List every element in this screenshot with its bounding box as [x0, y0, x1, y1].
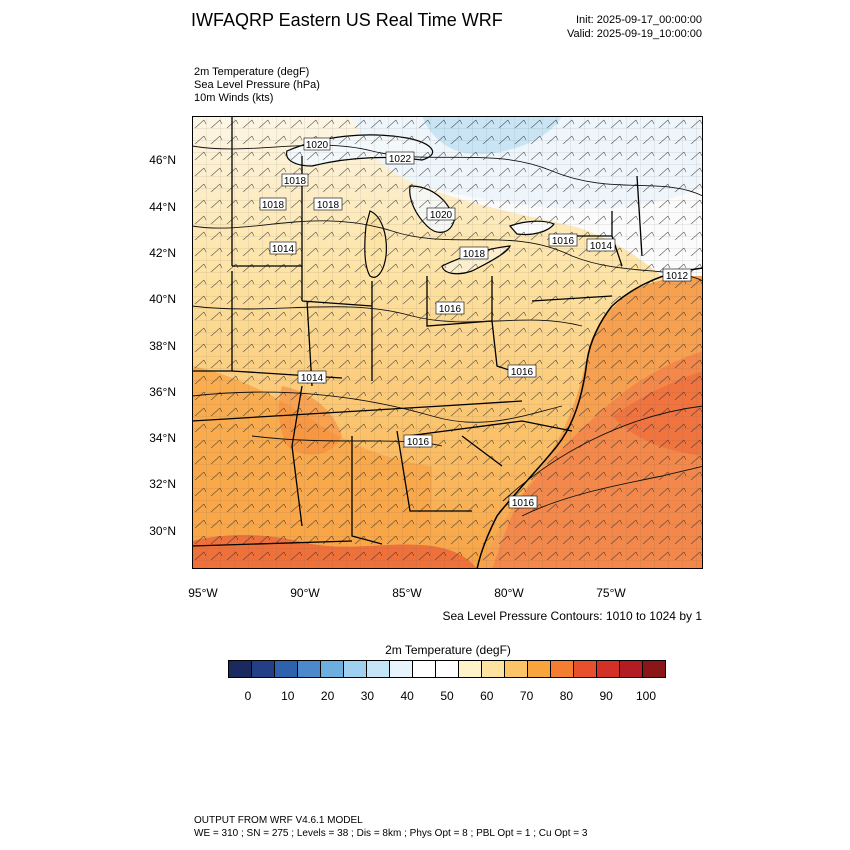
svg-text:1016: 1016 [552, 236, 575, 247]
colorbar-tick-label: 70 [519, 689, 534, 703]
colorbar-swatch [574, 661, 597, 677]
weather-map: 1020 1022 1018 1018 1018 1020 1014 1018 … [192, 116, 703, 569]
svg-text:1018: 1018 [284, 176, 307, 187]
pressure-label: 1020 [303, 137, 331, 151]
lat-label: 42°N [149, 246, 176, 260]
lat-label: 46°N [149, 153, 176, 167]
colorbar-title: 2m Temperature (degF) [385, 643, 511, 657]
svg-text:1014: 1014 [590, 241, 613, 252]
colorbar-tick-label: 40 [400, 689, 414, 703]
field-label-winds: 10m Winds (kts) [194, 92, 274, 104]
colorbar-swatch [643, 661, 665, 677]
svg-text:1016: 1016 [511, 367, 534, 378]
svg-text:1022: 1022 [389, 154, 412, 165]
svg-text:1020: 1020 [430, 210, 453, 221]
lat-label: 44°N [149, 200, 176, 214]
contour-note: Sea Level Pressure Contours: 1010 to 102… [442, 609, 703, 623]
field-label-pressure: Sea Level Pressure (hPa) [194, 79, 320, 91]
pressure-label: 1016 [548, 233, 578, 247]
pressure-label: 1016 [508, 495, 538, 509]
lon-label: 85°W [392, 586, 422, 600]
colorbar-swatch [344, 661, 367, 677]
svg-text:1014: 1014 [272, 244, 295, 255]
colorbar-tick-label: 30 [360, 689, 375, 703]
colorbar-tick-label: 60 [480, 689, 494, 703]
pressure-label: 1022 [385, 151, 415, 165]
lat-label: 36°N [149, 385, 176, 399]
svg-text:1016: 1016 [407, 437, 430, 448]
svg-text:1016: 1016 [439, 304, 462, 315]
colorbar-swatch [275, 661, 298, 677]
pressure-label: 1014 [269, 241, 297, 255]
pressure-label: 1012 [662, 268, 692, 282]
field-label-temperature: 2m Temperature (degF) [194, 66, 310, 78]
colorbar-tick-label: 90 [599, 689, 613, 703]
footer-model: OUTPUT FROM WRF V4.6.1 MODEL [194, 815, 363, 826]
colorbar-swatch [482, 661, 505, 677]
colorbar-swatch [459, 661, 482, 677]
svg-text:1018: 1018 [463, 249, 486, 260]
colorbar-swatch [505, 661, 528, 677]
pressure-label: 1014 [297, 370, 327, 384]
colorbar-swatch [298, 661, 321, 677]
lon-label: 75°W [596, 586, 626, 600]
pressure-label: 1018 [313, 197, 343, 211]
colorbar-tick-label: 0 [244, 689, 252, 703]
colorbar-tick-label: 50 [440, 689, 454, 703]
pressure-label: 1014 [586, 238, 616, 252]
colorbar-swatch [367, 661, 390, 677]
valid-time: Valid: 2025-09-19_10:00:00 [567, 28, 702, 40]
colorbar-swatch [229, 661, 252, 677]
lat-label: 30°N [149, 524, 176, 538]
pressure-label: 1020 [426, 207, 456, 221]
pressure-label: 1016 [507, 364, 537, 378]
colorbar-tick-label: 20 [320, 689, 335, 703]
wind-barbs [192, 116, 703, 569]
map-border [192, 116, 703, 569]
colorbar-tick-label: 100 [635, 689, 657, 703]
pressure-label: 1016 [435, 301, 465, 315]
lat-label: 32°N [149, 477, 176, 491]
svg-text:1018: 1018 [317, 200, 340, 211]
svg-text:1020: 1020 [306, 140, 329, 151]
colorbar-swatch [528, 661, 551, 677]
colorbar-swatch [551, 661, 574, 677]
colorbar-swatch [436, 661, 459, 677]
pressure-contours [192, 144, 703, 517]
colorbar-swatch [252, 661, 275, 677]
init-time: Init: 2025-09-17_00:00:00 [576, 14, 702, 26]
plot-title: IWFAQRP Eastern US Real Time WRF [191, 10, 503, 30]
lat-label: 38°N [149, 339, 176, 353]
colorbar-swatch [413, 661, 436, 677]
colorbar-swatch [620, 661, 643, 677]
lon-label: 90°W [290, 586, 320, 600]
svg-text:1018: 1018 [262, 200, 285, 211]
colorbar-swatch [321, 661, 344, 677]
colorbar-swatch [390, 661, 413, 677]
lon-label: 95°W [188, 586, 218, 600]
footer-config: WE = 310 ; SN = 275 ; Levels = 38 ; Dis … [194, 828, 588, 839]
lat-label: 34°N [149, 431, 176, 445]
pressure-label: 1016 [403, 434, 433, 448]
lon-label: 80°W [494, 586, 524, 600]
colorbar [228, 660, 666, 678]
pressure-label: 1018 [259, 197, 287, 211]
pressure-label: 1018 [459, 246, 489, 260]
svg-text:1014: 1014 [301, 373, 324, 384]
lat-label: 40°N [149, 292, 176, 306]
colorbar-tick-label: 80 [559, 689, 574, 703]
coastline [476, 267, 703, 569]
colorbar-tick-label: 10 [281, 689, 295, 703]
svg-text:1016: 1016 [512, 498, 535, 509]
svg-text:1012: 1012 [666, 271, 689, 282]
pressure-label: 1018 [281, 173, 309, 187]
colorbar-swatch [597, 661, 620, 677]
